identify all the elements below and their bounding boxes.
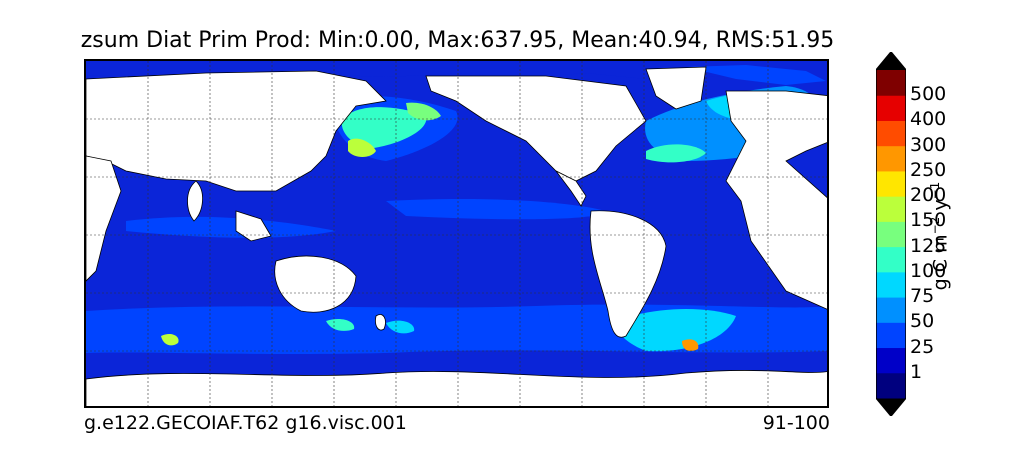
colorbar-segment xyxy=(876,246,906,273)
colorbar-segment xyxy=(876,347,906,374)
north-pacific-productivity xyxy=(334,96,458,161)
gridlines xyxy=(86,61,827,406)
units-text: g C m xyxy=(929,234,952,291)
colorbar-tick-label: 500 xyxy=(910,83,947,106)
land-masses xyxy=(86,66,827,406)
india xyxy=(187,180,203,222)
southeast-asia-islands xyxy=(235,210,272,242)
colorbar-tick-label: 50 xyxy=(910,310,935,333)
colorbar-tick-label: 300 xyxy=(910,133,947,156)
colorbar-tick-label: 75 xyxy=(910,285,935,308)
eurasia xyxy=(86,70,387,192)
map-title: zsum Diat Prim Prod: Min:0.00, Max:637.9… xyxy=(80,28,835,53)
units-exponent-time: −1 xyxy=(928,181,942,200)
central-america xyxy=(555,170,587,207)
europe-africa xyxy=(725,90,827,310)
colorbar-segment xyxy=(876,70,906,96)
colorbar-tick-label: 100 xyxy=(910,259,947,282)
south-america xyxy=(589,210,667,338)
units-time: y xyxy=(929,199,952,217)
colorbar-extend-low xyxy=(876,398,906,416)
year-range: 91-100 xyxy=(762,412,830,434)
colorbar xyxy=(876,52,906,416)
colorbar-tick-label: 25 xyxy=(910,335,935,358)
colorbar-segment xyxy=(876,372,906,399)
colorbar-tick-label: 200 xyxy=(910,184,947,207)
map-panel xyxy=(84,59,829,408)
antarctica xyxy=(86,370,827,406)
arctic-ocean xyxy=(86,61,827,85)
colorbar-segment xyxy=(876,120,906,147)
global-map xyxy=(86,61,827,406)
colorbar-tick-label: 125 xyxy=(910,234,947,257)
colorbar-segment xyxy=(876,322,906,349)
new-zealand xyxy=(375,314,386,331)
southern-ocean-band xyxy=(86,304,827,354)
colorbar-segment xyxy=(876,145,906,172)
units-exponent-area: −2 xyxy=(928,216,942,235)
colorbar-segment xyxy=(876,221,906,248)
colorbar-segment xyxy=(876,95,906,121)
colorbar-tick-label: 250 xyxy=(910,158,947,181)
australia xyxy=(274,255,357,313)
colorbar-extend-high xyxy=(876,52,906,70)
colorbar-units-label: g C m−2 y−1 xyxy=(928,176,952,296)
colorbar-segment xyxy=(876,196,906,222)
colorbar-tick-label: 150 xyxy=(910,209,947,232)
greenland xyxy=(645,66,707,110)
run-identifier: g.e122.GECOIAF.T62 g16.visc.001 xyxy=(84,412,407,434)
colorbar-tick-label: 400 xyxy=(910,108,947,131)
colorbar-tick-label: 1 xyxy=(910,360,923,383)
africa-east xyxy=(86,155,122,282)
colorbar-segment xyxy=(876,271,906,298)
colorbar-segment xyxy=(876,297,906,323)
colorbar-segment xyxy=(876,170,906,197)
equatorial-band xyxy=(126,199,606,238)
